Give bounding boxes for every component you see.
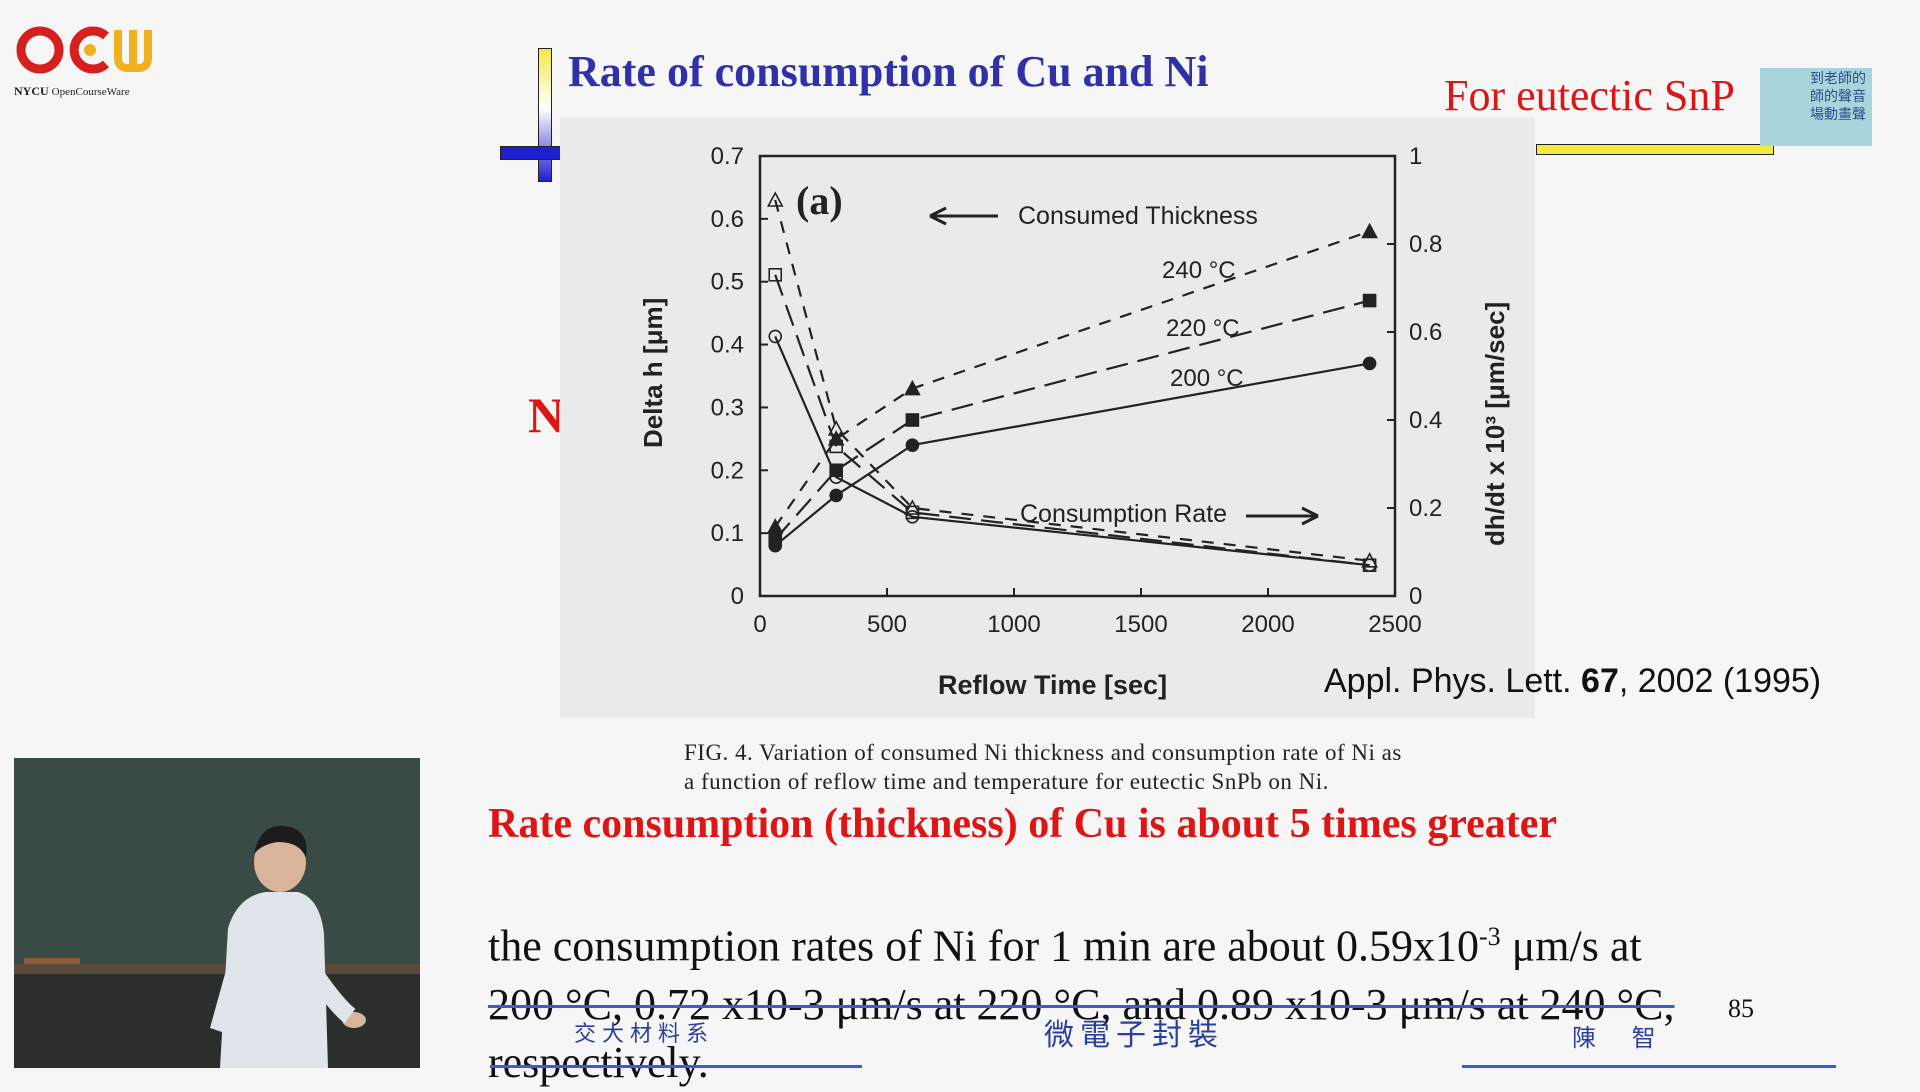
x-tick-label: 2500 [1368,611,1421,638]
body-line-1: the consumption rates of Ni for 1 min ar… [488,908,1675,976]
page-number: 85 [1728,994,1754,1023]
data-point [905,413,920,427]
arrow-right-icon [1246,506,1319,526]
body-line-2: 200 °C, 0.72 x10-3 μm/s at 220 °C, and 0… [488,976,1675,1034]
x-tick-label: 500 [867,611,907,638]
stamp-line: 到老師的 [1810,71,1866,87]
annotation-240c: 240 °C [1162,257,1236,284]
data-point [768,538,783,553]
data-point [827,420,845,436]
y-left-tick-label: 0.1 [711,520,744,547]
annotation-consumed-thickness: Consumed Thickness [1018,202,1258,230]
y-right-tick-label: 0.8 [1409,231,1442,258]
y-left-tick-label: 0.5 [711,269,744,296]
lecturer-video [14,758,420,1068]
data-point [829,439,844,454]
footer-instructor: 陳 智 [1572,1024,1670,1052]
data-point [904,499,921,515]
data-point [827,430,845,446]
y-left-tick-label: 0.3 [711,394,744,421]
y-right-tick-label: 0 [1409,583,1422,610]
body-line-2-text: 200 °C, 0.72 x10-3 μm/s at 220 °C, and 0… [488,979,1675,1029]
footer-department: 交大材料系 [574,1022,715,1047]
data-point [1362,558,1377,573]
x-axis-label: Reflow Time [sec] [938,670,1167,700]
x-tick-label: 2000 [1241,611,1294,638]
arrow-left-icon [929,206,998,226]
y-left-tick-label: 0 [731,583,744,610]
data-point [1361,222,1378,239]
y-left-tick-label: 0.6 [711,206,744,233]
y-right-tick-label: 0.4 [1409,407,1442,434]
footer-course: 微電子封裝 [1044,1018,1224,1053]
subtitle-underline [1536,144,1774,155]
logo-org-sub: OpenCourseWare [51,86,130,98]
x-tick-label: 1500 [1114,611,1167,638]
data-point [829,488,844,503]
logo-org: NYCU [14,84,49,98]
body-line-1-sup: -3 [1479,922,1501,951]
y-left-tick-label: 0.4 [711,332,744,359]
x-tick-label: 1000 [987,611,1040,638]
title-accent-bar [538,48,552,182]
data-point [768,329,783,344]
y-left-axis-label: Delta h [μm] [638,298,668,448]
annotation-consumption-rate: Consumption Rate [1020,500,1227,528]
ocw-logo: NYCU OpenCourseWare [14,18,174,100]
y-right-axis-label: dh/dt x 10³ [μm/sec] [1480,302,1510,546]
annotation-200c: 200 °C [1170,365,1244,392]
y-right-tick-label: 1 [1409,143,1422,170]
stamp-line: 師的聲音 [1810,89,1866,105]
caption-line: a function of reflow time and temperatur… [684,769,1329,794]
key-statement: Rate consumption (thickness) of Cu is ab… [488,801,1558,847]
y-left-tick-label: 0.2 [711,457,744,484]
slide-title: Rate of consumption of Cu and Ni [568,47,1209,96]
data-point [904,379,921,396]
body-line-3: respectively. [488,1037,709,1087]
figure-background [560,118,1535,718]
footer-rule-right [1462,1065,1836,1068]
body-text: the consumption rates of Ni for 1 min ar… [488,908,1675,1092]
panel-label: (a) [796,178,843,223]
stamp-line: 場動畫聲 [1810,107,1866,123]
data-point [766,191,784,207]
series-line-rate [774,199,1370,562]
data-point [829,463,844,478]
body-line-1b: μm/s at [1500,921,1642,971]
citation: Appl. Phys. Lett. 67, 2002 (1995) [1324,662,1821,701]
series-line-rate [774,335,1370,567]
data-point [905,438,920,452]
citation-journal: Appl. Phys. Lett. [1324,662,1572,700]
citation-volume: 67 [1581,662,1619,700]
y-left-tick-label: 0.7 [711,143,744,170]
title-accent-crossbar [500,146,562,160]
watermark-stamp: 到老師的 師的聲音 場動畫聲 [1760,68,1872,146]
footer-rule-left [490,1065,862,1068]
data-point [1362,356,1377,371]
data-point [905,509,920,524]
data-point [829,470,844,485]
series-line-thickness [774,230,1370,528]
slide-subtitle: For eutectic SnP [1444,71,1735,120]
data-point [905,505,920,520]
data-point [768,268,783,282]
citation-rest: , 2002 (1995) [1618,662,1822,700]
x-tick-label: 0 [753,611,766,638]
caption-line: FIG. 4. Variation of consumed Ni thickne… [684,740,1402,765]
y-right-tick-label: 0.2 [1409,495,1442,522]
series-line-rate [774,274,1370,567]
figure-caption: FIG. 4. Variation of consumed Ni thickne… [684,738,1402,796]
annotation-220c: 220 °C [1166,315,1240,342]
series-line-thickness [774,299,1370,541]
body-line-1a: the consumption rates of Ni for 1 min ar… [488,921,1480,971]
plot-frame [758,154,1397,598]
series-line-thickness [774,362,1370,547]
y-right-tick-label: 0.6 [1409,319,1442,346]
data-point [766,518,784,534]
consumption-chart: 0 500 1000 1500 2000 250000.10.20.30.40.50.60… [638,143,1510,700]
data-point [1362,293,1377,308]
